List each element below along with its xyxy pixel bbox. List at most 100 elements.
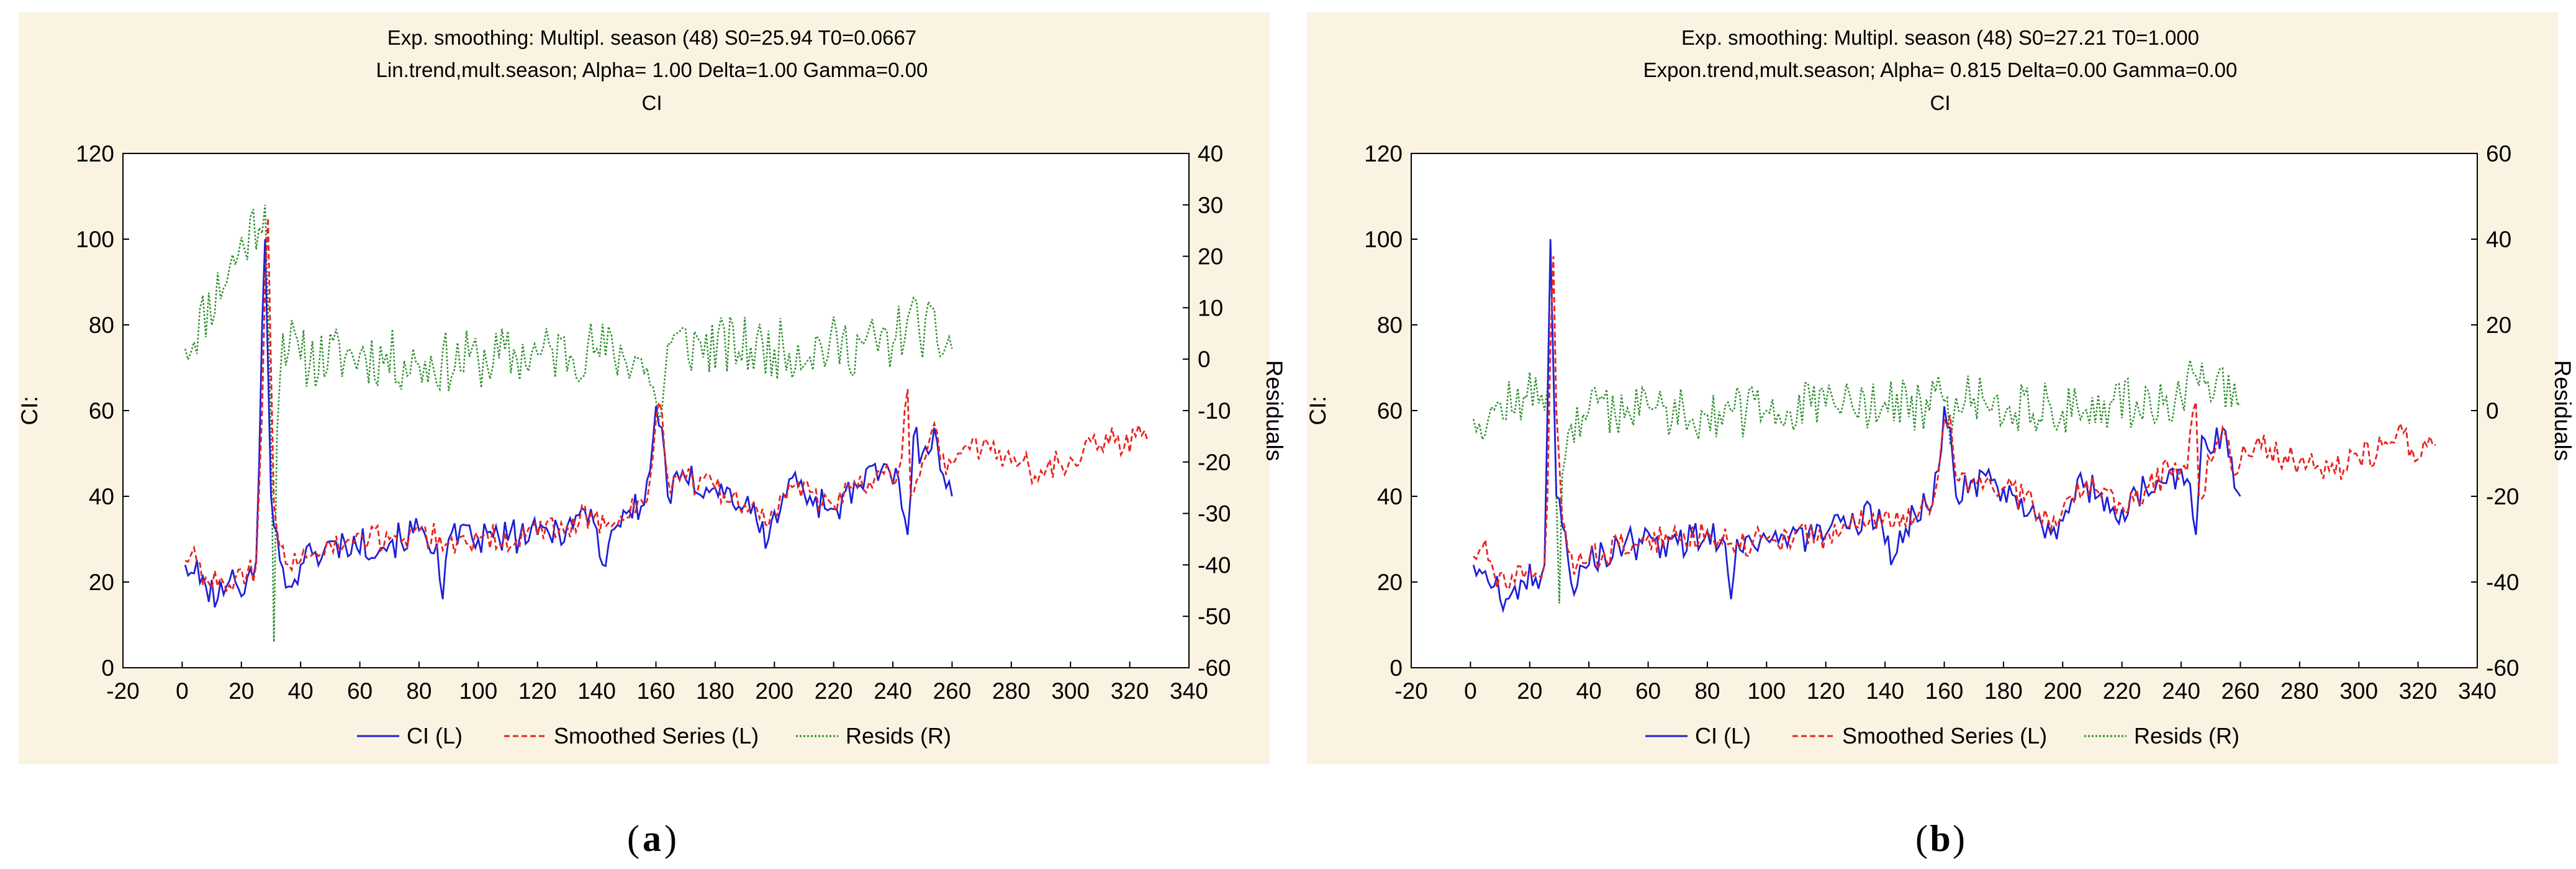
chart-a-xtick-label: 280 — [992, 678, 1031, 704]
chart-a-xtick-label: 160 — [637, 678, 676, 704]
chart-a-xtick-label: 60 — [347, 678, 373, 704]
chart-b-xtick-label: 60 — [1635, 678, 1661, 704]
chart-b-series-smoothed — [1473, 256, 2436, 591]
chart-a-title-line-2: Lin.trend,mult.season; Alpha= 1.00 Delta… — [376, 58, 928, 81]
chart-b-xtick-label: 140 — [1866, 678, 1904, 704]
chart-b-title-line-2: Expon.trend,mult.season; Alpha= 0.815 De… — [1643, 58, 2238, 81]
chart-b-xtick-label: 260 — [2221, 678, 2260, 704]
chart-b-xtick-label: 40 — [1576, 678, 1602, 704]
chart-b-ytick-label: 0 — [1390, 655, 1403, 681]
chart-b-xtick-label: 160 — [1925, 678, 1964, 704]
chart-a-legend-smoothed-label: Smoothed Series (L) — [554, 723, 759, 748]
chart-a-ytick-label: 120 — [76, 141, 114, 166]
chart-b-y2tick-label: 0 — [2486, 398, 2499, 424]
chart-a-legend-resids-label: Resids (R) — [846, 723, 951, 748]
chart-a-caption-open: ( — [627, 818, 639, 859]
chart-panel-a: Exp. smoothing: Multipl. season (48) S0=… — [17, 12, 1287, 859]
chart-a-xtick-label: 140 — [577, 678, 616, 704]
chart-b-xtick-label: -20 — [1394, 678, 1427, 704]
chart-b-xtick-label: 20 — [1517, 678, 1542, 704]
chart-a-y2tick-label: -40 — [1198, 552, 1231, 578]
chart-b-ylabel: CI: — [1305, 396, 1331, 425]
chart-b-caption-open: ( — [1915, 818, 1928, 859]
chart-a-xtick-label: 260 — [933, 678, 972, 704]
chart-b-xtick-label: 80 — [1694, 678, 1720, 704]
chart-b-xtick-label: 320 — [2399, 678, 2438, 704]
chart-a-xtick-label: -20 — [106, 678, 139, 704]
chart-a-y2tick-label: 10 — [1198, 295, 1223, 321]
chart-a-ytick-label: 20 — [89, 570, 114, 595]
chart-b-xtick-label: 240 — [2162, 678, 2200, 704]
chart-b-ytick-label: 100 — [1364, 227, 1403, 252]
chart-a-xtick-label: 340 — [1170, 678, 1208, 704]
chart-a-y2tick-label: -50 — [1198, 604, 1231, 629]
chart-a-xtick-label: 40 — [288, 678, 314, 704]
chart-a-y2tick-label: 40 — [1198, 141, 1223, 166]
chart-b-legend-ci-label: CI (L) — [1695, 723, 1751, 748]
chart-b-xtick-label: 0 — [1464, 678, 1477, 704]
chart-a-xtick-label: 240 — [874, 678, 912, 704]
chart-a-ytick-label: 60 — [89, 398, 114, 424]
chart-a-y2tick-label: -10 — [1198, 398, 1231, 424]
chart-b-title-line-1: Exp. smoothing: Multipl. season (48) S0=… — [1681, 26, 2199, 49]
chart-a-caption-close: ) — [664, 818, 677, 859]
chart-a-ytick-label: 0 — [101, 655, 114, 681]
chart-panel-b: Exp. smoothing: Multipl. season (48) S0=… — [1288, 0, 2576, 869]
chart-b-canvas: Exp. smoothing: Multipl. season (48) S0=… — [1305, 12, 2575, 859]
chart-b-ytick-label: 60 — [1377, 398, 1403, 424]
chart-a-xtick-label: 200 — [755, 678, 793, 704]
chart-b-ytick-label: 80 — [1377, 312, 1403, 338]
chart-a-xtick-label: 100 — [459, 678, 497, 704]
chart-a-y2tick-label: -30 — [1198, 501, 1231, 527]
chart-b-y2label: Residuals — [2550, 360, 2575, 461]
chart-b-legend-resids-label: Resids (R) — [2134, 723, 2239, 748]
chart-a-y2tick-label: 30 — [1198, 193, 1223, 218]
chart-a-ytick-label: 100 — [76, 227, 114, 252]
chart-b-xtick-label: 180 — [1984, 678, 2023, 704]
chart-b-ytick-label: 20 — [1377, 570, 1403, 595]
chart-a-ylabel: CI: — [17, 396, 42, 425]
chart-b-caption-close: ) — [1953, 818, 1965, 859]
chart-a-y2tick-label: -20 — [1198, 450, 1231, 475]
chart-b-xtick-label: 300 — [2339, 678, 2378, 704]
chart-b-xtick-label: 200 — [2043, 678, 2082, 704]
chart-a-xtick-label: 120 — [518, 678, 557, 704]
chart-a-y2label: Residuals — [1262, 360, 1287, 461]
chart-b-xtick-label: 280 — [2280, 678, 2319, 704]
chart-b-ytick-label: 40 — [1377, 484, 1403, 509]
chart-b-xtick-label: 100 — [1747, 678, 1786, 704]
chart-b-y2tick-label: 20 — [2486, 312, 2511, 338]
chart-a-y2tick-label: 20 — [1198, 244, 1223, 270]
chart-b-xtick-label: 120 — [1807, 678, 1845, 704]
chart-a-series-smoothed — [184, 217, 1149, 593]
chart-b-xtick-label: 340 — [2458, 678, 2497, 704]
chart-b-ytick-label: 120 — [1364, 141, 1403, 166]
chart-a-y2tick-label: 0 — [1198, 347, 1211, 372]
chart-a-xtick-label: 0 — [176, 678, 189, 704]
chart-b-y2tick-label: -20 — [2486, 484, 2519, 509]
chart-b-y2tick-label: -60 — [2486, 655, 2519, 681]
chart-b-y2tick-label: -40 — [2486, 570, 2519, 595]
chart-a-ytick-label: 80 — [89, 312, 114, 338]
chart-a-caption-letter: a — [643, 818, 661, 859]
chart-b-series-ci — [1472, 239, 2241, 614]
chart-a-title-line-3: CI — [642, 91, 662, 114]
chart-a-xtick-label: 220 — [815, 678, 853, 704]
chart-a-canvas: Exp. smoothing: Multipl. season (48) S0=… — [17, 12, 1287, 859]
chart-a-title-line-1: Exp. smoothing: Multipl. season (48) S0=… — [387, 26, 916, 49]
chart-b-xtick-label: 220 — [2103, 678, 2141, 704]
chart-b-caption-letter: b — [1930, 818, 1950, 859]
chart-a-legend-ci-label: CI (L) — [407, 723, 463, 748]
chart-b-series-resids — [1472, 247, 2241, 604]
chart-a-xtick-label: 80 — [406, 678, 432, 704]
chart-a-xtick-label: 180 — [696, 678, 734, 704]
chart-a-y2tick-label: -60 — [1198, 655, 1231, 681]
chart-b-y2tick-label: 40 — [2486, 227, 2511, 252]
chart-b-title-line-3: CI — [1930, 91, 1951, 114]
chart-a-xtick-label: 320 — [1111, 678, 1149, 704]
chart-b-legend-smoothed-label: Smoothed Series (L) — [1842, 723, 2047, 748]
chart-b-y2tick-label: 60 — [2486, 141, 2511, 166]
chart-a-ytick-label: 40 — [89, 484, 114, 509]
chart-a-xtick-label: 300 — [1051, 678, 1090, 704]
chart-a-xtick-label: 20 — [228, 678, 254, 704]
